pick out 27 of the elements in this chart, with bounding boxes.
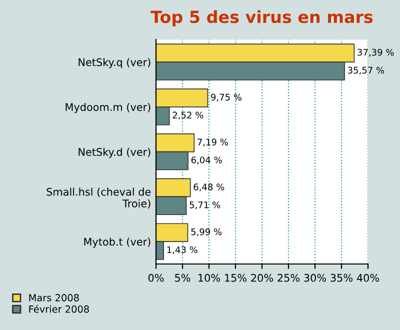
y-tick-label: NetSky.q (ver) (78, 58, 150, 68)
x-tick-label: 20% (251, 274, 273, 282)
x-tick-label: 0% (148, 274, 164, 282)
data-label: 9,75 % (211, 94, 242, 102)
x-tick-label: 30% (304, 274, 326, 282)
x-tick-label: 15% (225, 274, 246, 282)
data-label: 7,19 % (198, 138, 228, 146)
data-label: 1,43 % (167, 246, 198, 254)
legend-label: Mars 2008 (29, 294, 79, 302)
x-tick-label: 5% (175, 274, 190, 282)
data-label: 6,48 % (194, 183, 224, 192)
chart-title: Top 5 des virus en mars (150, 10, 373, 26)
y-tick-label: Mytob.t (ver) (84, 238, 150, 248)
x-tick-label: 40% (356, 274, 379, 282)
y-tick-label: NetSky.d (ver) (78, 148, 150, 158)
data-label: 5,71 % (190, 201, 220, 210)
x-tick-label: 10% (198, 274, 220, 282)
y-tick-label: Small.hsl (cheval de Troie) (46, 188, 151, 209)
data-label: 2,52 % (172, 112, 204, 120)
data-label: 35,57 % (348, 66, 384, 75)
data-label: 6,04 % (191, 156, 222, 164)
legend-label: Février 2008 (29, 304, 89, 313)
x-tick-label: 25% (278, 274, 300, 282)
data-label: 5,99 % (191, 228, 222, 236)
data-label: 37,39 % (358, 48, 394, 57)
x-tick-label: 35% (330, 274, 352, 282)
y-tick-label: Mydoom.m (ver) (66, 102, 150, 114)
